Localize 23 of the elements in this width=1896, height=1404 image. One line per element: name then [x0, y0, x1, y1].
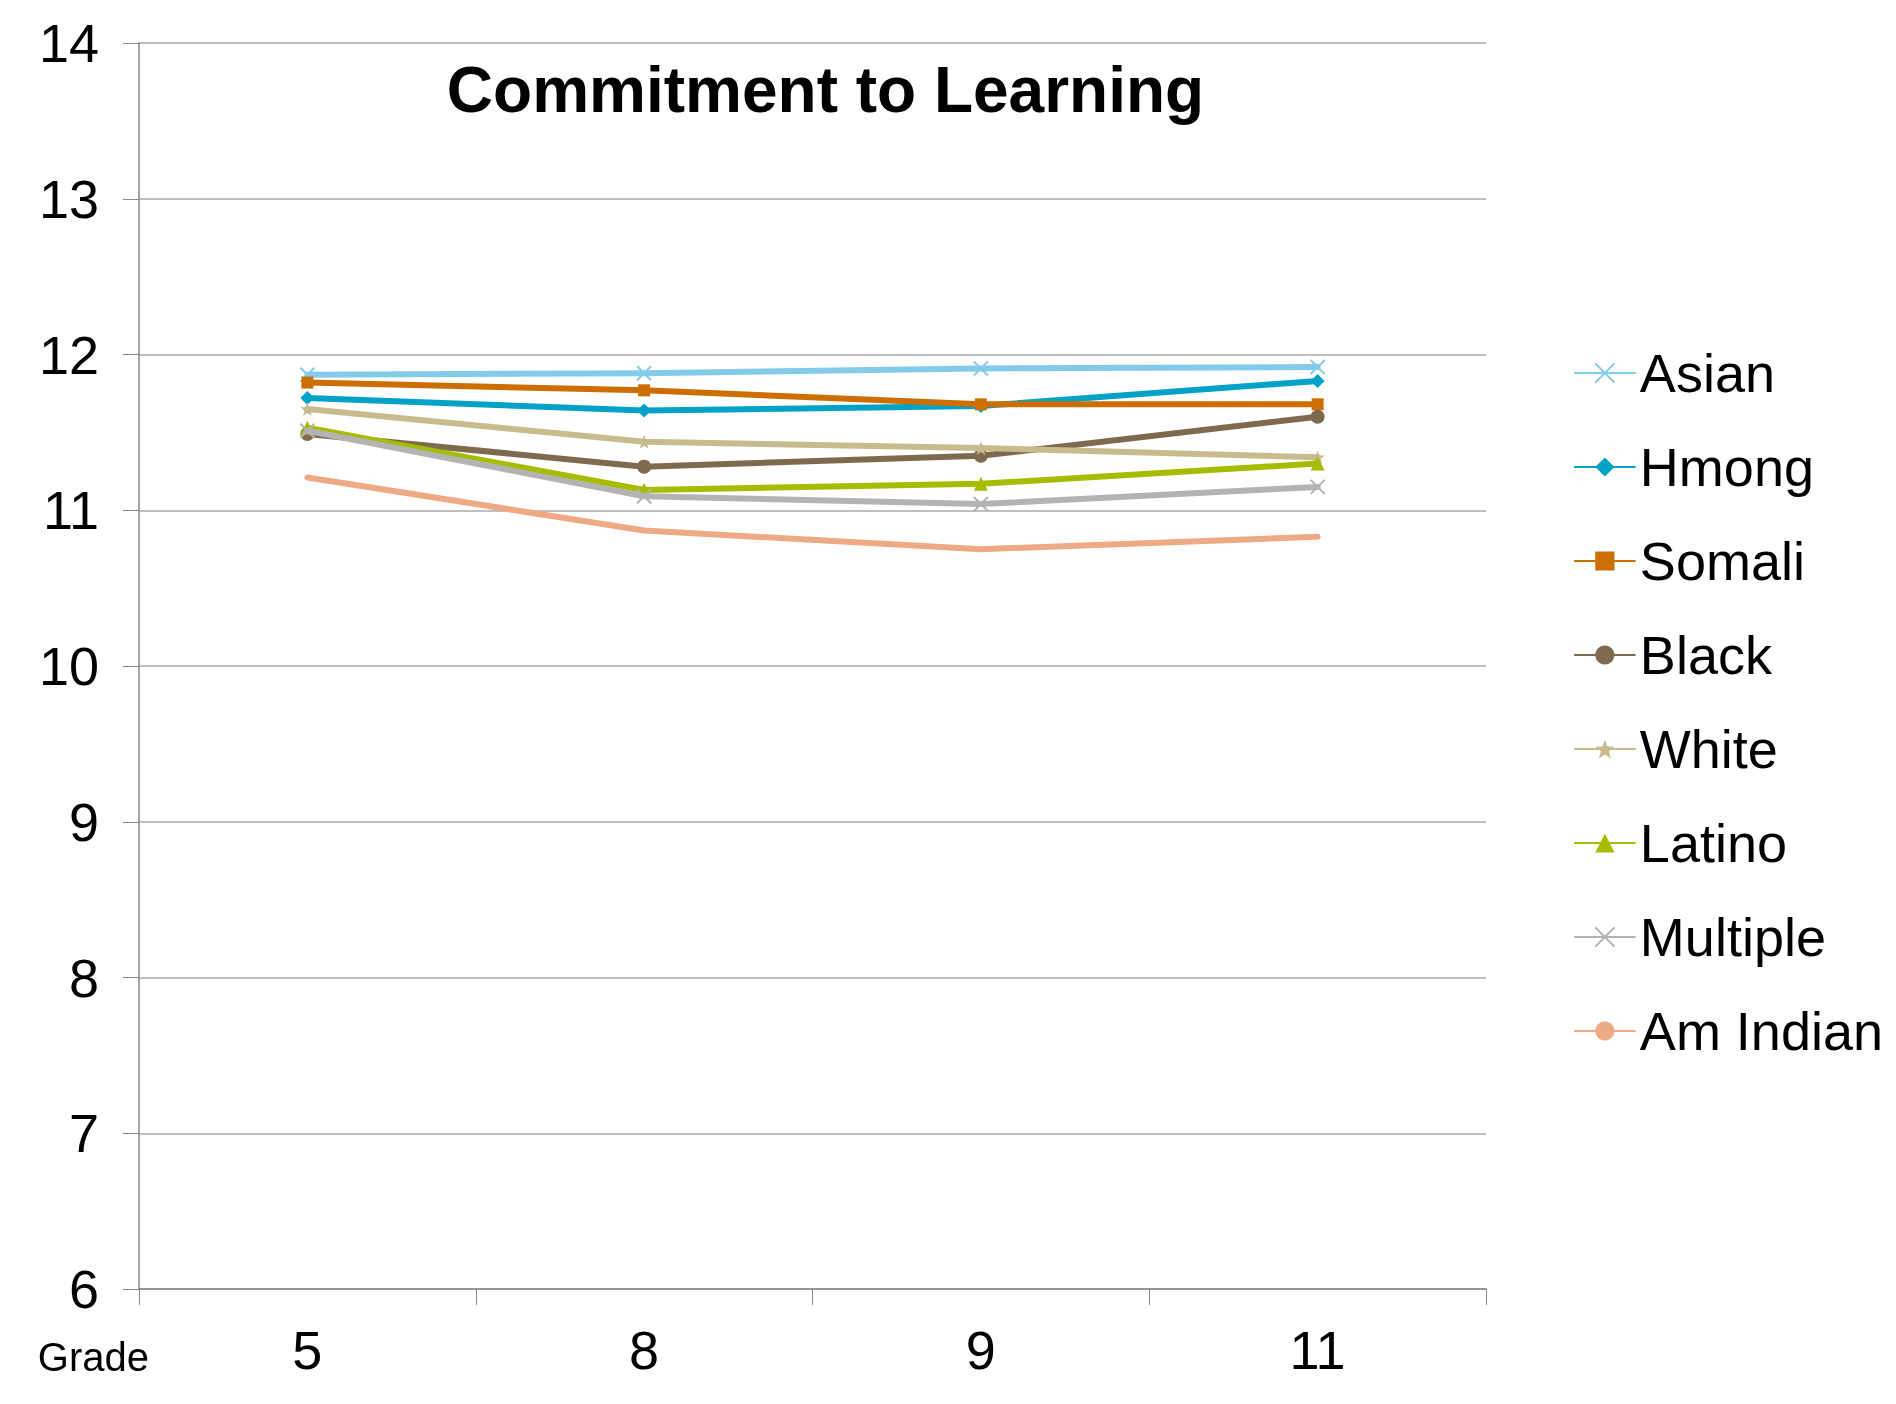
x-axis-title: Grade	[37, 1335, 149, 1379]
legend-label: Somali	[1639, 531, 1805, 591]
chart-title: Commitment to Learning	[446, 54, 1205, 126]
y-tick-label: 10	[38, 636, 99, 696]
x-tick-label: 5	[292, 1320, 323, 1380]
legend-label: White	[1639, 719, 1778, 779]
y-tick-label: 8	[68, 947, 99, 1008]
legend-label: Hmong	[1639, 437, 1814, 497]
legend-label: Latino	[1639, 813, 1788, 873]
legend-label: Asian	[1639, 343, 1775, 403]
x-tick-label: 8	[629, 1320, 660, 1380]
y-tick-label: 9	[68, 791, 99, 852]
legend-label: Am Indian	[1639, 1001, 1884, 1061]
x-tick-label: 11	[1289, 1320, 1346, 1380]
legend-label: Black	[1639, 625, 1773, 685]
y-tick-label: 14	[38, 13, 99, 73]
y-tick-label: 12	[38, 324, 99, 385]
y-tick-label: 6	[68, 1259, 99, 1319]
legend-label: Multiple	[1639, 907, 1826, 967]
y-tick-label: 11	[42, 480, 99, 541]
y-tick-label: 7	[68, 1103, 99, 1164]
y-tick-label: 13	[38, 168, 99, 229]
x-tick-label: 9	[965, 1320, 996, 1380]
